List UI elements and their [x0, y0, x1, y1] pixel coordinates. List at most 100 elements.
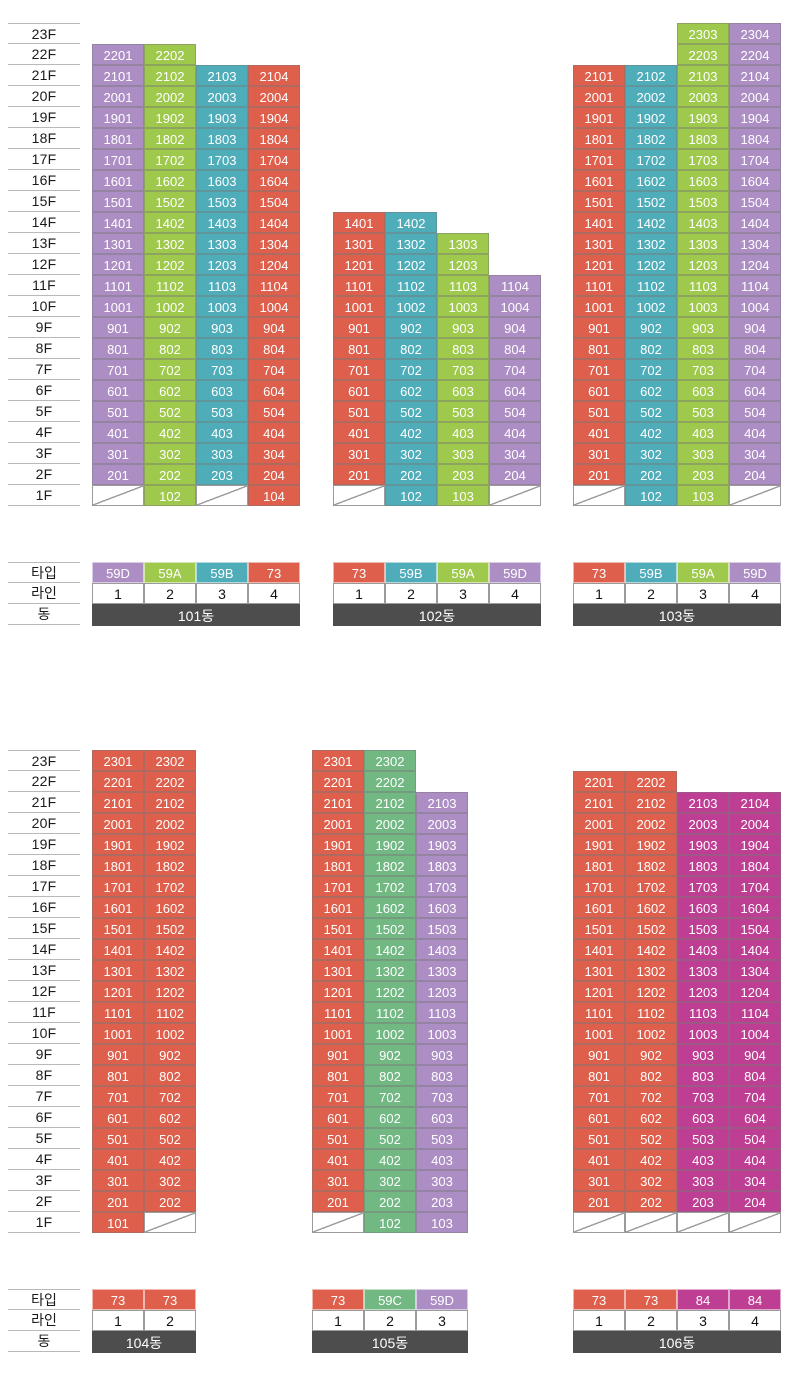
unit-cell[interactable]: 1901 [312, 834, 364, 855]
unit-cell[interactable]: 2202 [364, 771, 416, 792]
unit-cell[interactable]: 1702 [144, 149, 196, 170]
unit-cell[interactable]: 1801 [573, 128, 625, 149]
unit-cell[interactable]: 202 [364, 1191, 416, 1212]
unit-cell[interactable]: 803 [416, 1065, 468, 1086]
unit-cell[interactable]: 1804 [248, 128, 300, 149]
unit-cell[interactable]: 2201 [92, 44, 144, 65]
unit-cell[interactable]: 1801 [573, 855, 625, 876]
type-cell[interactable]: 59B [625, 562, 677, 583]
unit-cell[interactable]: 701 [92, 1086, 144, 1107]
unit-cell[interactable]: 804 [489, 338, 541, 359]
unit-cell[interactable]: 601 [92, 1107, 144, 1128]
unit-cell[interactable]: 2001 [573, 813, 625, 834]
unit-cell[interactable]: 501 [573, 1128, 625, 1149]
unit-cell[interactable]: 202 [144, 464, 196, 485]
unit-cell[interactable]: 1102 [385, 275, 437, 296]
unit-cell[interactable]: 404 [729, 422, 781, 443]
unit-cell[interactable]: 2101 [573, 792, 625, 813]
unit-cell[interactable]: 1902 [144, 834, 196, 855]
unit-cell[interactable]: 1202 [385, 254, 437, 275]
unit-cell[interactable]: 2202 [144, 771, 196, 792]
unit-cell[interactable]: 304 [729, 1170, 781, 1191]
unit-cell[interactable]: 1301 [573, 960, 625, 981]
unit-cell[interactable]: 503 [416, 1128, 468, 1149]
unit-cell[interactable]: 1104 [248, 275, 300, 296]
unit-cell[interactable]: 1401 [92, 939, 144, 960]
unit-cell[interactable]: 2103 [196, 65, 248, 86]
unit-cell[interactable]: 1601 [92, 170, 144, 191]
unit-cell[interactable]: 1003 [677, 296, 729, 317]
unit-cell[interactable]: 1504 [729, 191, 781, 212]
type-cell[interactable]: 59D [729, 562, 781, 583]
unit-cell[interactable]: 801 [312, 1065, 364, 1086]
unit-cell[interactable]: 603 [437, 380, 489, 401]
unit-cell[interactable]: 602 [385, 380, 437, 401]
unit-cell[interactable]: 604 [729, 380, 781, 401]
type-cell[interactable]: 84 [677, 1289, 729, 1310]
unit-cell[interactable]: 703 [677, 1086, 729, 1107]
unit-cell[interactable]: 1202 [364, 981, 416, 1002]
unit-cell[interactable]: 403 [437, 422, 489, 443]
line-cell[interactable]: 2 [364, 1310, 416, 1331]
unit-cell[interactable]: 504 [489, 401, 541, 422]
unit-cell[interactable]: 1004 [489, 296, 541, 317]
unit-cell[interactable]: 1001 [92, 296, 144, 317]
unit-cell[interactable]: 1702 [364, 876, 416, 897]
unit-cell[interactable]: 2001 [573, 86, 625, 107]
unit-cell[interactable]: 301 [333, 443, 385, 464]
unit-cell[interactable]: 1503 [196, 191, 248, 212]
unit-cell[interactable]: 1402 [144, 939, 196, 960]
unit-cell[interactable]: 1401 [573, 212, 625, 233]
unit-cell[interactable]: 2202 [625, 771, 677, 792]
unit-cell[interactable]: 1503 [677, 191, 729, 212]
type-cell[interactable]: 59B [196, 562, 248, 583]
unit-cell[interactable]: 302 [385, 443, 437, 464]
type-cell[interactable]: 59C [364, 1289, 416, 1310]
unit-cell[interactable]: 1403 [677, 212, 729, 233]
type-cell[interactable]: 59A [677, 562, 729, 583]
unit-cell[interactable]: 1402 [625, 212, 677, 233]
unit-cell[interactable]: 1701 [92, 876, 144, 897]
unit-cell[interactable]: 1702 [625, 876, 677, 897]
unit-cell[interactable]: 1704 [248, 149, 300, 170]
unit-cell[interactable]: 304 [489, 443, 541, 464]
unit-cell[interactable]: 1004 [248, 296, 300, 317]
unit-cell[interactable]: 1501 [92, 191, 144, 212]
unit-cell[interactable]: 901 [333, 317, 385, 338]
type-cell[interactable]: 84 [729, 1289, 781, 1310]
unit-cell[interactable]: 703 [437, 359, 489, 380]
unit-cell[interactable]: 1004 [729, 296, 781, 317]
unit-cell[interactable]: 1903 [677, 834, 729, 855]
unit-cell[interactable]: 2303 [677, 23, 729, 44]
unit-cell[interactable]: 802 [625, 338, 677, 359]
unit-cell[interactable]: 1203 [196, 254, 248, 275]
unit-cell[interactable]: 303 [196, 443, 248, 464]
unit-cell[interactable]: 201 [573, 464, 625, 485]
type-cell[interactable]: 73 [92, 1289, 144, 1310]
unit-cell[interactable]: 2101 [312, 792, 364, 813]
unit-cell[interactable]: 702 [364, 1086, 416, 1107]
unit-cell[interactable]: 1203 [416, 981, 468, 1002]
unit-cell[interactable]: 902 [385, 317, 437, 338]
unit-cell[interactable]: 1901 [573, 834, 625, 855]
unit-cell[interactable]: 504 [248, 401, 300, 422]
unit-cell[interactable]: 1303 [416, 960, 468, 981]
unit-cell[interactable]: 404 [489, 422, 541, 443]
unit-cell[interactable]: 1301 [333, 233, 385, 254]
line-cell[interactable]: 1 [333, 583, 385, 604]
unit-cell[interactable]: 703 [196, 359, 248, 380]
unit-cell[interactable]: 904 [729, 1044, 781, 1065]
unit-cell[interactable]: 2001 [92, 813, 144, 834]
unit-cell[interactable]: 503 [196, 401, 248, 422]
unit-cell[interactable]: 1102 [144, 275, 196, 296]
unit-cell[interactable]: 1602 [144, 170, 196, 191]
unit-cell[interactable]: 1202 [144, 981, 196, 1002]
unit-cell[interactable]: 1801 [92, 128, 144, 149]
unit-cell[interactable]: 504 [729, 1128, 781, 1149]
unit-cell[interactable]: 701 [573, 1086, 625, 1107]
unit-cell[interactable]: 1603 [677, 897, 729, 918]
unit-cell[interactable]: 1203 [677, 254, 729, 275]
unit-cell[interactable]: 1604 [248, 170, 300, 191]
unit-cell[interactable]: 704 [729, 359, 781, 380]
unit-cell[interactable]: 1902 [625, 834, 677, 855]
